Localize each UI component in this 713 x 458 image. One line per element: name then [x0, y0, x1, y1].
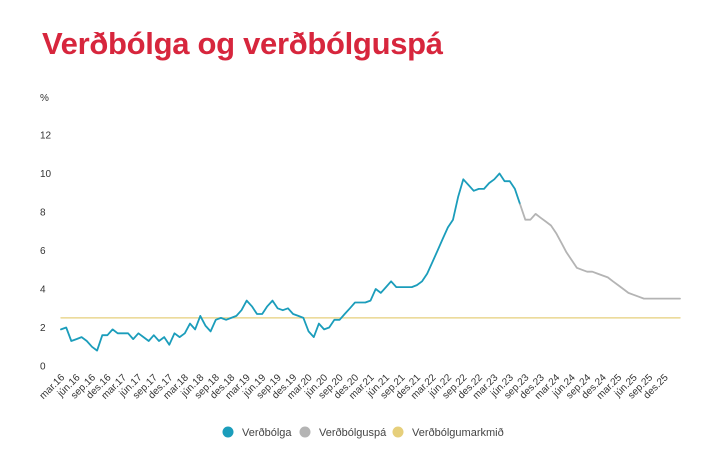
legend-marker [222, 426, 234, 438]
y-axis: % 0 2 4 6 8 10 12 [40, 93, 52, 373]
legend-label: Verðbólga [242, 427, 292, 439]
y-tick-label: 12 [40, 131, 52, 142]
legend-label: Verðbólgumarkmið [412, 427, 504, 439]
y-tick-label: 8 [40, 208, 46, 219]
y-tick-label: 10 [40, 169, 52, 180]
y-axis-unit-label: % [40, 93, 49, 104]
y-tick-label: 6 [40, 246, 46, 257]
x-axis: mar.16jún.16sep.16des.16mar.17jún.17sep.… [38, 372, 671, 402]
series-layer [60, 172, 681, 352]
chart-title: Verðbólga og verðbólguspá [42, 26, 443, 61]
y-tick-label: 0 [40, 362, 46, 373]
series-line-2 [519, 203, 681, 300]
series-line-1 [60, 172, 521, 352]
y-tick-label: 4 [40, 285, 46, 296]
legend-marker [299, 426, 311, 438]
y-tick-label: 2 [40, 323, 46, 334]
legend-label: Verðbólguspá [319, 427, 387, 439]
legend: Verðbólga Verðbólguspá Verðbólgumarkmið [222, 426, 504, 439]
legend-marker [392, 426, 404, 438]
